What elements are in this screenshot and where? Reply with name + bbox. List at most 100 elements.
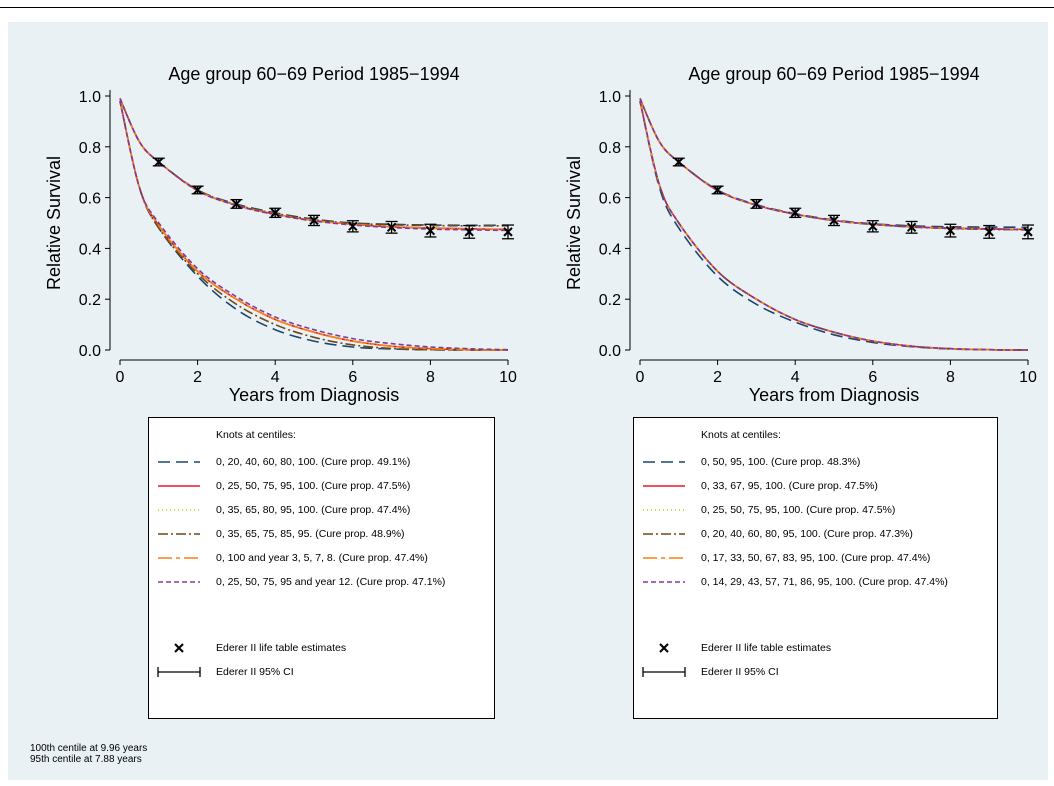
legend-header: Knots at centiles: [216, 429, 296, 441]
legend-line-sample [643, 485, 685, 487]
ederer-estimate-marker [1023, 227, 1033, 237]
ederer-estimate-marker [192, 185, 203, 195]
y-axis-label: Relative Survival [564, 156, 584, 290]
legend-line-sample [643, 557, 685, 559]
legend-label: Ederer II 95% CI [701, 666, 779, 678]
legend-item: 0, 20, 40, 60, 80, 100. (Cure prop. 49.1… [149, 455, 494, 469]
uncured-survival-line [639, 100, 1029, 351]
ederer-estimate-marker [348, 221, 358, 232]
left-chart: Age group 60−69 Period 1985−1994 0.0 0.2 0.… [44, 64, 517, 405]
relative-survival-line [639, 98, 1029, 231]
legend-label: 0, 50, 95, 100. (Cure prop. 48.3%) [701, 456, 861, 468]
legend-item: 0, 100 and year 3, 5, 7, 8. (Cure prop. … [149, 551, 494, 565]
legend-marker-sample [659, 643, 669, 653]
legend-item: 0, 35, 65, 80, 95, 100. (Cure prop. 47.4… [149, 503, 494, 517]
y-tick-label: 0.6 [79, 191, 101, 208]
legend-label: 0, 17, 33, 50, 67, 83, 95, 100. (Cure pr… [701, 552, 931, 564]
legend-line-sample [158, 485, 200, 487]
y-tick-label: 0.8 [599, 140, 621, 157]
note-95th-centile: 95th centile at 7.88 years [30, 753, 142, 765]
uncured-survival-line [119, 100, 509, 351]
legend-label: 0, 20, 40, 60, 80, 95, 100. (Cure prop. … [701, 528, 913, 540]
uncured-survival-line [119, 100, 509, 351]
ederer-estimate-marker [309, 215, 319, 226]
ederer-estimate-marker [790, 208, 800, 218]
y-tick-label: 0.0 [79, 343, 101, 360]
ederer-estimate-marker [945, 225, 956, 236]
legend-item-estimate: Ederer II life table estimates [149, 641, 494, 655]
relative-survival-line [639, 98, 1029, 231]
y-tick-label: 0.2 [599, 292, 621, 309]
legend-item: 0, 50, 95, 100. (Cure prop. 48.3%) [634, 455, 997, 469]
legend-item: 0, 35, 65, 75, 85, 95. (Cure prop. 48.9%… [149, 527, 494, 541]
ederer-estimate-marker [751, 199, 762, 209]
legend-item-ci: Ederer II 95% CI [149, 665, 494, 679]
legend-label: 0, 100 and year 3, 5, 7, 8. (Cure prop. … [216, 552, 428, 564]
ederer-estimate-marker [270, 208, 280, 218]
y-tick-label: 0.6 [599, 191, 621, 208]
x-tick-label: 2 [193, 369, 202, 386]
relative-survival-line [639, 98, 1029, 231]
x-tick-label: 4 [271, 369, 280, 386]
legend-item-estimate: Ederer II life table estimates [634, 641, 997, 655]
ederer-estimate-marker [425, 225, 436, 236]
figure-panel: Age group 60−69 Period 1985−1994 0.0 0.2 0.… [8, 22, 1048, 780]
uncured-survival-line [119, 100, 508, 351]
legend-ci-sample [157, 667, 201, 677]
legend-label: 0, 35, 65, 75, 85, 95. (Cure prop. 48.9%… [216, 528, 405, 540]
legend-label: 0, 14, 29, 43, 57, 71, 86, 95, 100. (Cur… [701, 576, 948, 588]
y-tick-label: 0.0 [599, 343, 621, 360]
legend-label: Ederer II 95% CI [216, 666, 294, 678]
x-tick-label: 10 [499, 369, 517, 386]
legend-item: 0, 25, 50, 75, 95 and year 12. (Cure pro… [149, 575, 494, 589]
legend-item: 0, 17, 33, 50, 67, 83, 95, 100. (Cure pr… [634, 551, 997, 565]
x-axis-label: Years from Diagnosis [749, 385, 919, 405]
legend-label: 0, 20, 40, 60, 80, 100. (Cure prop. 49.1… [216, 456, 411, 468]
legend-line-sample [643, 461, 685, 463]
relative-survival-line [119, 98, 509, 231]
legend-header: Knots at centiles: [701, 429, 781, 441]
legend-label: 0, 33, 67, 95, 100. (Cure prop. 47.5%) [701, 480, 878, 492]
legend-line-sample [158, 461, 200, 463]
legend-item: 0, 25, 50, 75, 95, 100. (Cure prop. 47.5… [634, 503, 997, 517]
legend-label: Ederer II life table estimates [701, 642, 832, 654]
ederer-estimate-marker [906, 222, 917, 233]
legend-line-sample [158, 533, 200, 535]
y-tick-label: 1.0 [79, 89, 101, 106]
legend-line-sample [643, 533, 685, 535]
ederer-estimate-marker [868, 221, 878, 232]
left-legend: Knots at centiles: 0, 20, 40, 60, 80, 100… [148, 417, 495, 719]
relative-survival-line [119, 98, 509, 227]
ederer-estimate-marker [231, 199, 242, 209]
legend-ci-sample [642, 667, 686, 677]
right-legend: Knots at centiles: 0, 50, 95, 100. (Cure … [633, 417, 998, 719]
relative-survival-line [639, 98, 1029, 231]
legend-item: 0, 20, 40, 60, 80, 95, 100. (Cure prop. … [634, 527, 997, 541]
legend-line-sample [158, 509, 200, 511]
legend-marker-sample [174, 643, 184, 653]
x-tick-label: 0 [636, 369, 645, 386]
legend-label: 0, 25, 50, 75, 95, 100. (Cure prop. 47.5… [701, 504, 896, 516]
legend-label: Ederer II life table estimates [216, 642, 347, 654]
legend-line-sample [158, 581, 200, 583]
ederer-estimate-marker [984, 227, 994, 237]
x-tick-label: 10 [1019, 369, 1037, 386]
relative-survival-line [119, 98, 509, 231]
ederer-estimate-marker [829, 215, 839, 226]
legend-line-sample [158, 557, 200, 559]
x-tick-label: 6 [868, 369, 877, 386]
legend-item: 0, 14, 29, 43, 57, 71, 86, 95, 100. (Cur… [634, 575, 997, 589]
y-tick-label: 0.4 [599, 241, 621, 258]
x-tick-label: 2 [713, 369, 722, 386]
relative-survival-line [119, 98, 509, 231]
ederer-estimate-marker [503, 227, 513, 237]
ederer-estimate-marker [386, 222, 397, 233]
legend-line-sample [643, 509, 685, 511]
y-axis-label: Relative Survival [44, 156, 64, 290]
x-tick-label: 6 [348, 369, 357, 386]
centile-notes: 100th centile at 9.96 years 95th centile… [30, 743, 147, 765]
legend-line-sample [643, 581, 685, 583]
top-rule [0, 7, 1054, 8]
legend-label: 0, 35, 65, 80, 95, 100. (Cure prop. 47.4… [216, 504, 411, 516]
relative-survival-line [119, 98, 508, 227]
